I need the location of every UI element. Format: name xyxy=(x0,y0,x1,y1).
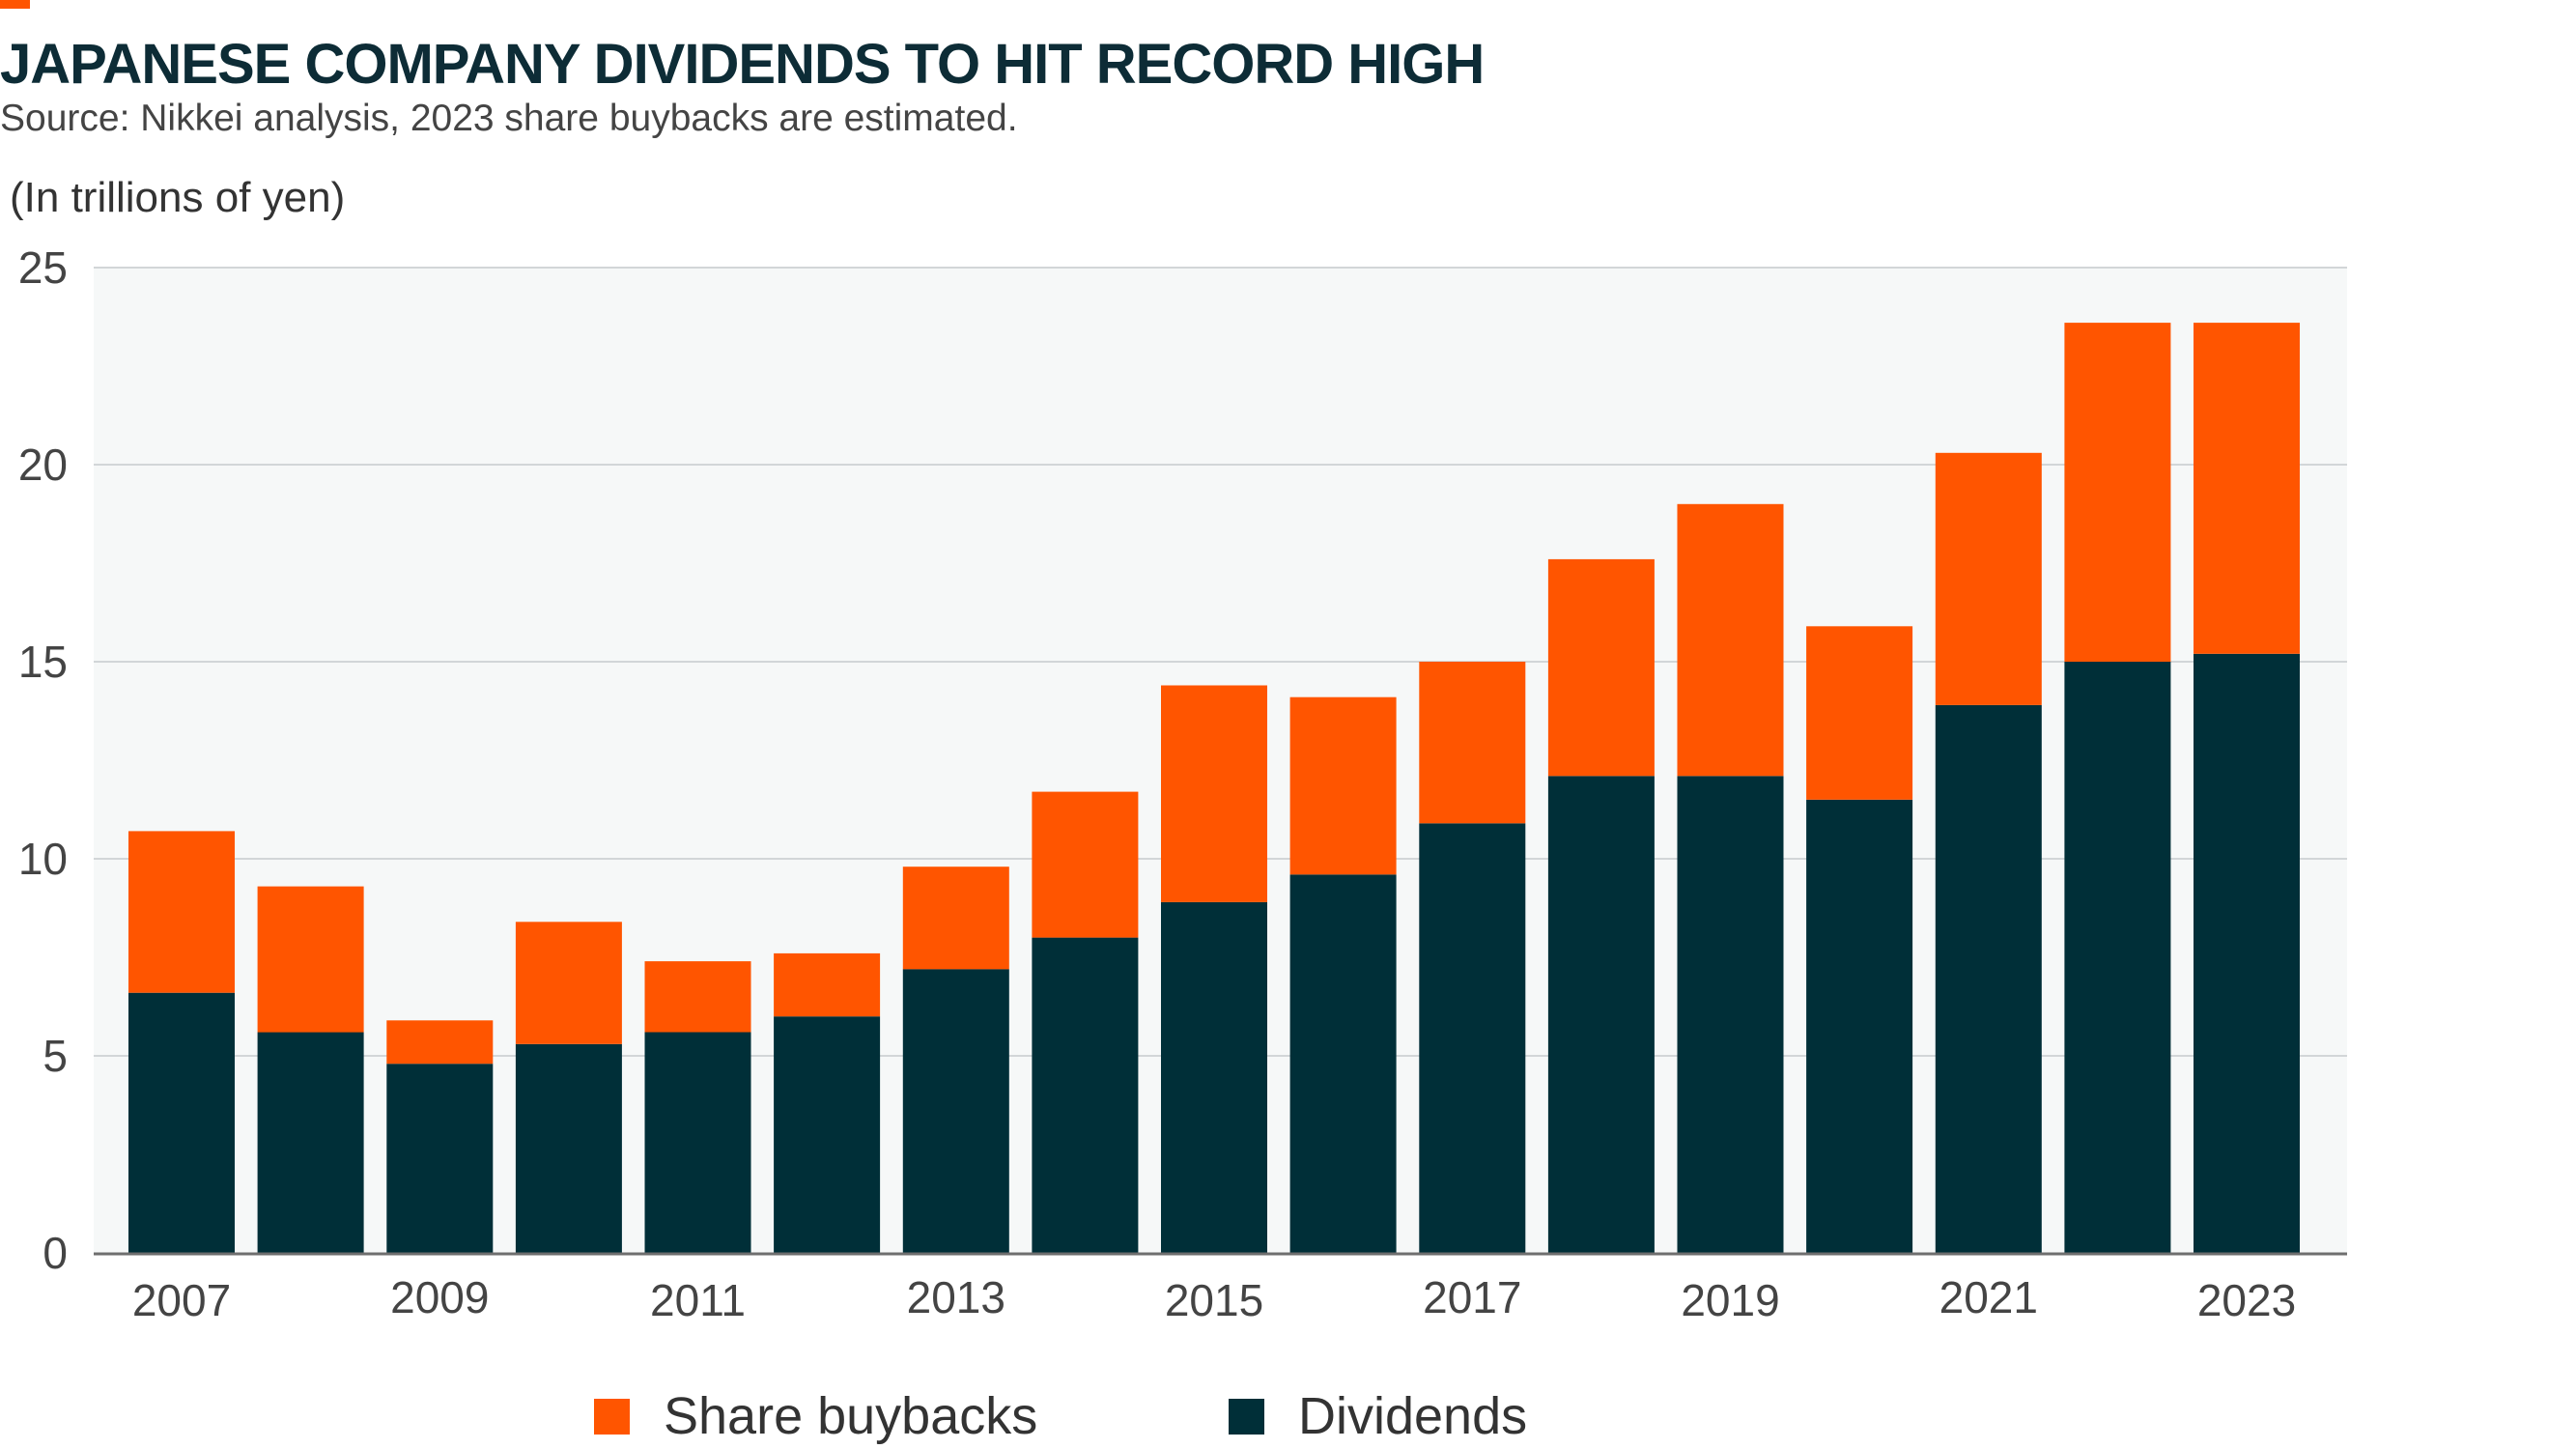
bar-dividends-2009 xyxy=(386,1064,494,1253)
bar-share-buybacks-2018 xyxy=(1547,558,1655,777)
bar-share-buybacks-2010 xyxy=(515,922,622,1044)
y-axis-unit-label: (In trillions of yen) xyxy=(10,174,345,221)
bar-dividends-2022 xyxy=(2064,662,2171,1253)
bar-share-buybacks-2013 xyxy=(902,867,1009,970)
accent-mark xyxy=(0,0,30,9)
bar-dividends-2017 xyxy=(1419,823,1526,1253)
x-tick-label: 2023 xyxy=(2197,1275,2296,1325)
bar-share-buybacks-2020 xyxy=(1806,626,1913,800)
y-tick-label: 5 xyxy=(42,1031,68,1081)
y-tick-label: 10 xyxy=(18,834,68,884)
bar-dividends-2015 xyxy=(1161,901,1267,1253)
bar-share-buybacks-2008 xyxy=(257,886,364,1033)
bar-dividends-2007 xyxy=(128,992,235,1253)
legend-label-share-buybacks: Share buybacks xyxy=(664,1387,1037,1445)
bar-share-buybacks-2009 xyxy=(386,1020,494,1065)
bar-share-buybacks-2012 xyxy=(774,952,881,1017)
bar-share-buybacks-2021 xyxy=(1935,452,2042,705)
legend-swatch-share-buybacks xyxy=(594,1399,630,1435)
y-tick-label: 25 xyxy=(18,242,68,293)
x-tick-label: 2011 xyxy=(650,1275,746,1325)
bars xyxy=(128,323,2300,1253)
x-tick-label: 2021 xyxy=(1939,1272,2038,1322)
x-tick-label: 2009 xyxy=(390,1272,489,1322)
legend-swatch-dividends xyxy=(1229,1399,1264,1435)
bar-dividends-2018 xyxy=(1547,776,1655,1253)
bar-share-buybacks-2011 xyxy=(644,961,751,1033)
bar-share-buybacks-2019 xyxy=(1677,503,1784,777)
bar-share-buybacks-2023 xyxy=(2194,323,2300,654)
chart-subtitle: Source: Nikkei analysis, 2023 share buyb… xyxy=(0,98,1018,139)
bar-share-buybacks-2017 xyxy=(1419,662,1526,824)
y-tick-label: 20 xyxy=(18,440,68,490)
bar-dividends-2012 xyxy=(774,1016,881,1253)
bar-share-buybacks-2014 xyxy=(1032,791,1139,938)
bar-dividends-2013 xyxy=(902,969,1009,1253)
bar-share-buybacks-2015 xyxy=(1161,685,1267,902)
bar-share-buybacks-2007 xyxy=(128,831,235,993)
bar-dividends-2011 xyxy=(644,1032,751,1253)
x-axis-ticks: 2007 2009 2011 2013 2015 2017 2019 2021 2023 xyxy=(132,1272,2296,1325)
bar-dividends-2010 xyxy=(515,1043,622,1253)
y-tick-label: 0 xyxy=(42,1228,68,1278)
x-tick-label: 2013 xyxy=(907,1272,1005,1322)
y-axis-ticks: 0 5 10 15 20 25 xyxy=(18,242,68,1278)
y-tick-label: 15 xyxy=(18,637,68,687)
bar-dividends-2021 xyxy=(1935,704,2042,1253)
bar-dividends-2023 xyxy=(2194,653,2300,1253)
bar-dividends-2019 xyxy=(1677,776,1784,1253)
chart-title: JAPANESE COMPANY DIVIDENDS TO HIT RECORD… xyxy=(0,33,1485,96)
legend-label-dividends: Dividends xyxy=(1298,1387,1527,1445)
legend: Share buybacks Dividends xyxy=(594,1387,1527,1445)
x-tick-label: 2017 xyxy=(1423,1272,1521,1322)
bar-dividends-2016 xyxy=(1289,874,1397,1253)
bar-share-buybacks-2022 xyxy=(2064,323,2171,662)
bar-dividends-2008 xyxy=(257,1032,364,1253)
x-tick-label: 2007 xyxy=(132,1275,231,1325)
bar-share-buybacks-2016 xyxy=(1289,696,1397,875)
bar-dividends-2014 xyxy=(1032,937,1139,1253)
bar-dividends-2020 xyxy=(1806,799,1913,1253)
x-tick-label: 2019 xyxy=(1681,1275,1779,1325)
x-tick-label: 2015 xyxy=(1165,1275,1263,1325)
